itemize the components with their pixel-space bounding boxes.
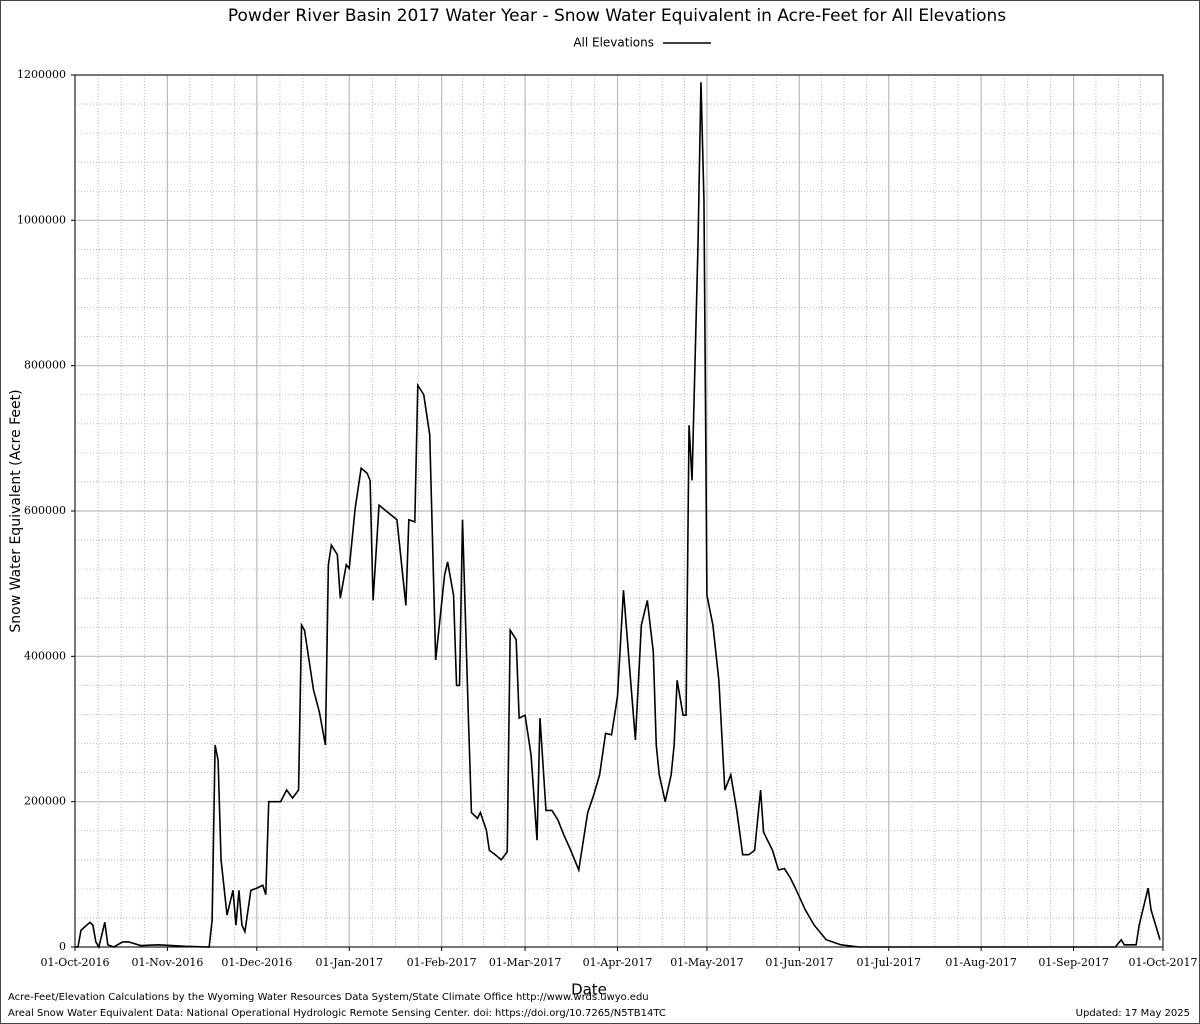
y-axis-label: Snow Water Equivalent (Acre Feet) [8, 389, 24, 632]
x-tick-label: 01-Feb-2017 [407, 956, 477, 969]
legend-label: All Elevations [573, 36, 654, 50]
x-tick-label: 01-Oct-2017 [1128, 956, 1197, 969]
footer-line: Acre-Feet/Elevation Calculations by the … [8, 992, 649, 1003]
y-tick-label: 400000 [24, 649, 66, 662]
x-tick-label: 01-Jul-2017 [857, 956, 921, 969]
y-tick-label: 1000000 [17, 213, 66, 226]
x-tick-label: 01-Nov-2016 [131, 956, 203, 969]
y-tick-label: 600000 [24, 504, 66, 517]
y-tick-label: 1200000 [17, 68, 66, 81]
x-tick-label: 01-Aug-2017 [945, 956, 1017, 969]
x-tick-label: 01-Mar-2017 [489, 956, 562, 969]
x-tick-label: 01-Sep-2017 [1038, 956, 1109, 969]
updated-note: Updated: 17 May 2025 [1076, 1008, 1190, 1019]
x-tick-label: 01-May-2017 [670, 956, 743, 969]
x-tick-label: 01-Dec-2016 [221, 956, 292, 969]
data-line [75, 82, 1161, 950]
x-axis-label: Date [571, 981, 607, 999]
x-tick-label: 01-Jun-2017 [765, 956, 833, 969]
x-tick-label: 01-Oct-2016 [40, 956, 109, 969]
x-tick-label: 01-Jan-2017 [315, 956, 382, 969]
y-tick-label: 0 [59, 940, 66, 953]
plot-area [74, 74, 1164, 948]
chart-title: Powder River Basin 2017 Water Year - Sno… [228, 6, 1006, 26]
y-tick-label: 800000 [24, 359, 66, 372]
y-tick-label: 200000 [24, 795, 66, 808]
footer-line: Areal Snow Water Equivalent Data: Nation… [8, 1008, 666, 1019]
x-tick-label: 01-Apr-2017 [583, 956, 653, 969]
